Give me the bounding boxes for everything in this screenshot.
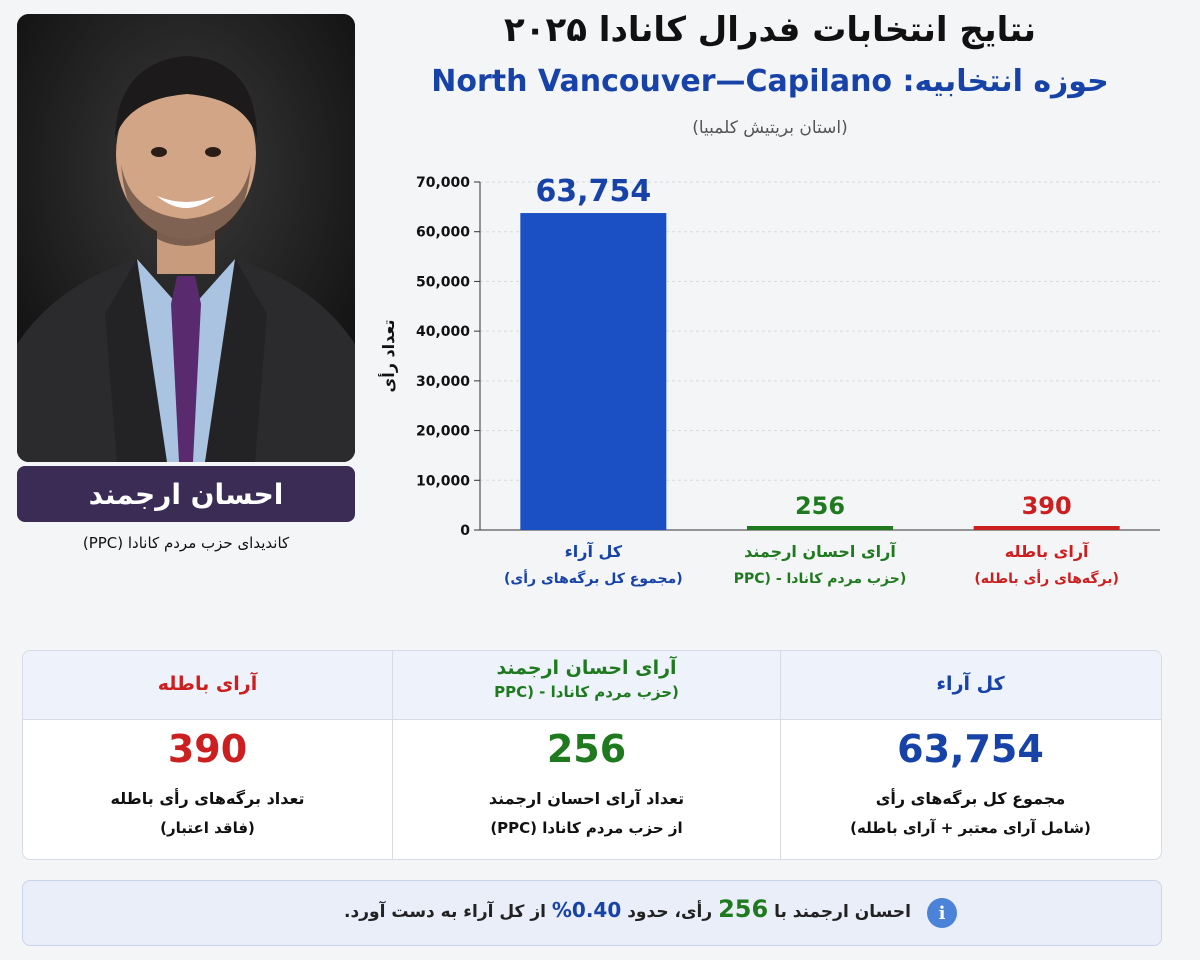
x-category-subtitle: (مجموع کل برگه‌های رأی)	[504, 571, 683, 587]
summary-col-total: کل آراء 63,754 مجموع کل برگه‌های رأی (شا…	[780, 651, 1161, 859]
summary-col-invalid: آرای باطله 390 تعداد برگه‌های رأی باطله …	[23, 651, 392, 859]
note-part2: رأی، حدود	[627, 902, 713, 922]
info-icon: i	[927, 898, 957, 928]
x-category-title: کل آراء	[564, 542, 623, 561]
y-tick-label: 50,000	[416, 274, 470, 290]
invalid-note: (فاقد اعتبار)	[160, 819, 255, 837]
chart-grid	[480, 181, 1160, 481]
x-category-title: آرای باطله	[1004, 542, 1089, 561]
info-note: i احسان ارجمند با 256 رأی، حدود 0.40% از…	[22, 880, 1162, 946]
chart-bars	[520, 213, 1120, 530]
y-tick-label: 40,000	[416, 324, 470, 340]
y-tick-label: 0	[460, 523, 470, 539]
x-category-title: آرای احسان ارجمند	[744, 542, 896, 561]
total-header: کل آراء	[936, 673, 1005, 695]
candidate-desc: تعداد آرای احسان ارجمند	[488, 789, 685, 808]
bar-2	[747, 526, 893, 530]
y-tick-label: 10,000	[416, 473, 470, 489]
x-category-subtitle: (حزب مردم کانادا - (PPC	[733, 571, 907, 587]
page-title: نتایج انتخابات فدرال کانادا ۲۰۲۵	[503, 10, 1037, 50]
y-tick-label: 30,000	[416, 374, 470, 390]
candidate-photo	[17, 14, 355, 462]
bar-value-label-2: 256	[795, 492, 845, 520]
bar-value-label-3: 390	[1022, 492, 1072, 520]
vote-bar-chart: 0 10,000 20,000 30,000 40,000 50,000 60,000 70,…	[378, 174, 1160, 539]
candidate-name: احسان ارجمند	[17, 466, 355, 522]
candidate-header-title: آرای احسان ارجمند	[496, 657, 677, 679]
y-tick-label: 70,000	[416, 175, 470, 191]
candidate-note: از حزب مردم کانادا (PPC)	[490, 819, 683, 837]
y-tick-label: 60,000	[416, 225, 470, 241]
invalid-value: 390	[167, 727, 248, 771]
invalid-header: آرای باطله	[157, 673, 258, 695]
chart-value-labels: 63,754 256 390	[535, 174, 1071, 520]
chart-axis: 0 10,000 20,000 30,000 40,000 50,000 60,000 70,…	[416, 175, 1160, 539]
info-note-text: احسان ارجمند با 256 رأی، حدود 0.40% از ک…	[344, 895, 911, 923]
total-desc: مجموع کل برگه‌های رأی	[875, 789, 1066, 808]
summary-col-candidate: آرای احسان ارجمند (حزب مردم کانادا - (PP…	[392, 651, 781, 859]
riding-title: حوزه انتخابیه: North Vancouver—Capilano	[431, 64, 1109, 99]
candidate-header-sub: (حزب مردم کانادا - (PPC	[494, 683, 679, 701]
x-category-label-1: کل آراء (مجموع کل برگه‌های رأی)	[483, 542, 703, 587]
summary-table: آرای باطله 390 تعداد برگه‌های رأی باطله …	[22, 650, 1162, 860]
summary-header-row	[23, 651, 1161, 720]
total-value: 63,754	[897, 727, 1044, 771]
candidate-header: آرای احسان ارجمند (حزب مردم کانادا - (PP…	[393, 657, 780, 701]
note-part1: احسان ارجمند با	[774, 902, 911, 922]
y-axis-label: تعداد رأی	[378, 320, 398, 393]
invalid-desc: تعداد برگه‌های رأی باطله	[110, 789, 305, 808]
bar-value-label-1: 63,754	[535, 174, 651, 209]
total-note: (شامل آرای معتبر + آرای باطله)	[850, 819, 1091, 837]
candidate-portrait-image	[17, 14, 355, 462]
candidate-subtitle: کاندیدای حزب مردم کانادا (PPC)	[82, 534, 290, 552]
x-category-label-3: آرای باطله (برگه‌های رأی باطله)	[937, 542, 1157, 587]
candidate-value: 256	[546, 727, 627, 771]
note-votes: 256	[718, 895, 769, 923]
bar-3	[973, 526, 1120, 530]
x-category-subtitle: (برگه‌های رأی باطله)	[974, 571, 1119, 587]
x-category-label-2: آرای احسان ارجمند (حزب مردم کانادا - (PPC	[710, 542, 930, 587]
bar-1	[520, 213, 667, 530]
note-percent: 0.40%	[551, 898, 622, 922]
note-part3: از کل آراء به دست آورد.	[344, 902, 546, 922]
y-tick-label: 20,000	[416, 424, 470, 440]
province-subtitle: (استان بریتیش کلمبیا)	[692, 118, 848, 138]
